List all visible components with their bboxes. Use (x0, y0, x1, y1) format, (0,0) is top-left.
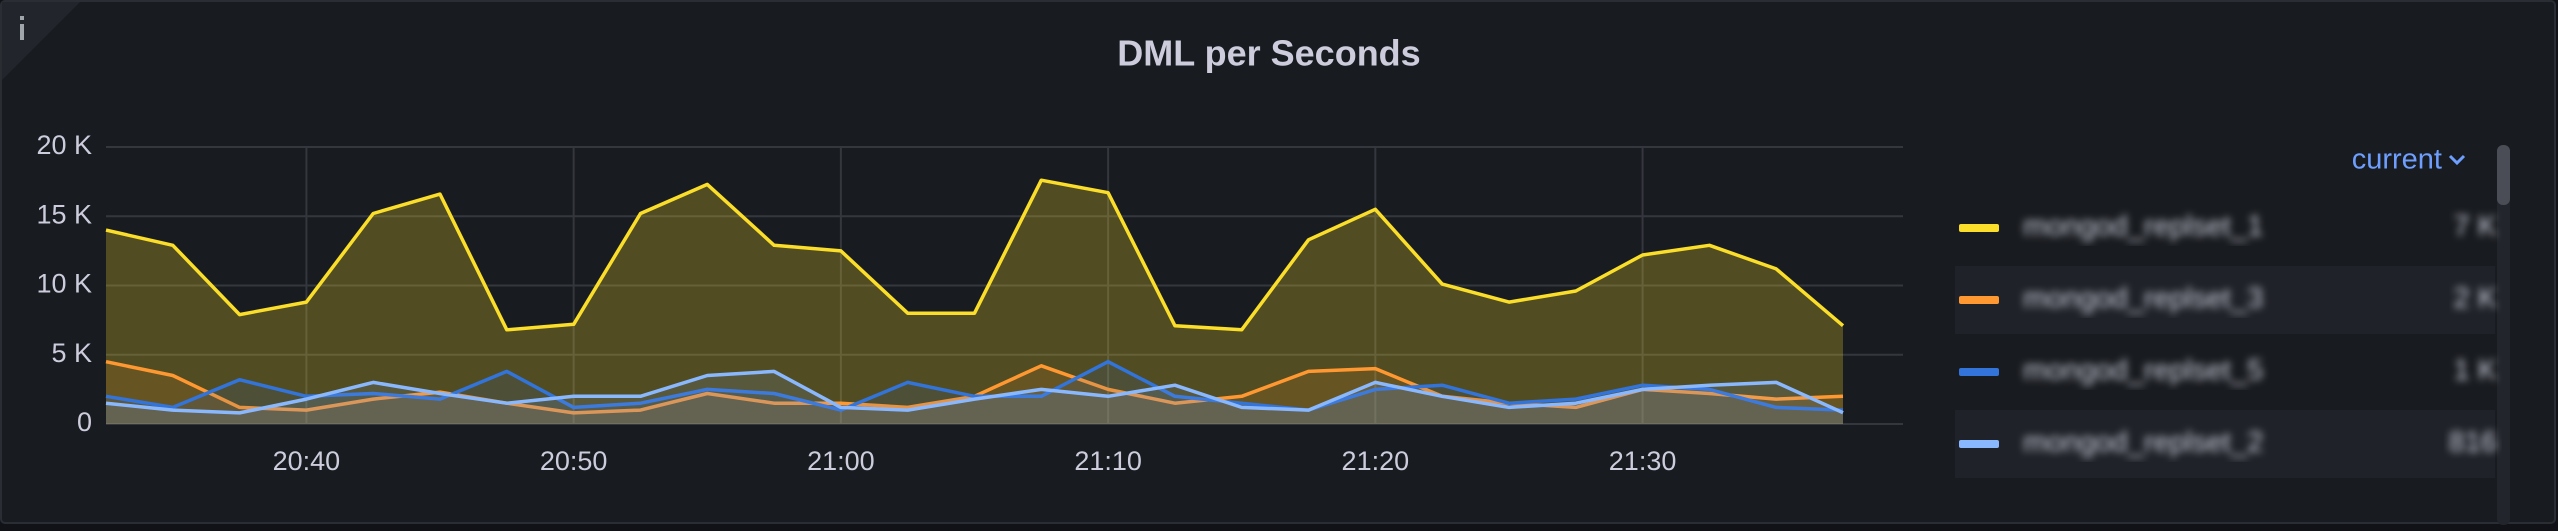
legend: current mongod_replset_1 7 K mongod_replse… (1955, 144, 2510, 525)
y-tick-label: 20 K (36, 130, 92, 160)
x-tick-label: 21:10 (1074, 446, 1142, 476)
scrollbar-track[interactable] (2497, 145, 2510, 525)
series-line (105, 359, 1844, 412)
legend-value: 1 K (2453, 355, 2497, 387)
x-tick-label: 21:00 (807, 446, 875, 476)
legend-swatch (1959, 224, 1999, 232)
series-line (105, 178, 1845, 332)
legend-name: mongod_replset_5 (2023, 355, 2263, 387)
plot-area: 0 5 K 10 K 15 K 20 K 20:40 20:50 21:00 21:10 21:2… (36, 130, 1903, 476)
info-corner[interactable] (2, 2, 80, 80)
legend-value: 7 K (2453, 211, 2497, 243)
series-area (106, 361, 1843, 424)
legend-row-background (1955, 410, 2495, 478)
legend-swatch (1959, 296, 1999, 304)
x-tick-label: 21:20 (1342, 446, 1410, 476)
y-tick-label: 15 K (36, 199, 92, 229)
series-line (105, 369, 1844, 415)
x-tick-label: 20:40 (273, 446, 341, 476)
legend-sort-header[interactable]: current (2352, 144, 2442, 176)
info-icon-dot (20, 16, 24, 20)
legend-value: 816 (2449, 427, 2497, 459)
info-icon (20, 24, 24, 40)
legend-swatch (1959, 368, 1999, 376)
scrollbar-thumb[interactable] (2497, 145, 2510, 205)
x-tick-label: 20:50 (540, 446, 608, 476)
y-tick-label: 10 K (36, 269, 92, 299)
series-area (106, 371, 1843, 424)
legend-value: 2 K (2453, 283, 2497, 315)
legend-name: mongod_replset_3 (2023, 283, 2263, 315)
legend-name: mongod_replset_1 (2023, 211, 2263, 243)
legend-row-background (1955, 266, 2495, 334)
sort-chevron[interactable] (2448, 154, 2466, 166)
chart-title: DML per Seconds (1117, 33, 1420, 74)
x-tick-label: 21:30 (1609, 446, 1677, 476)
legend-swatch (1959, 440, 1999, 448)
y-tick-label: 0 (77, 407, 92, 437)
legend-name: mongod_replset_2 (2023, 427, 2263, 459)
y-tick-label: 5 K (51, 338, 92, 368)
series-area (106, 180, 1843, 424)
